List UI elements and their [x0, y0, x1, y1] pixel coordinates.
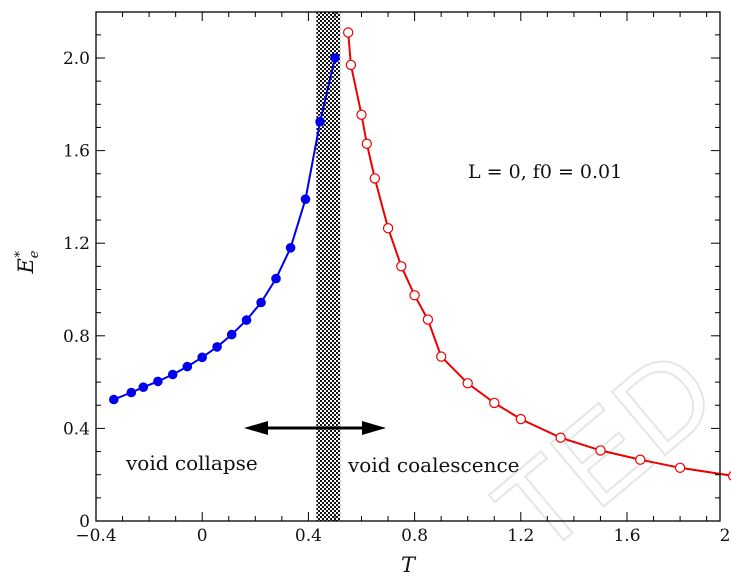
- parameter-annotation: L = 0, f0 = 0.01: [468, 161, 622, 183]
- blue-data-point: [167, 369, 178, 380]
- x-tick-label: 0.4: [295, 526, 322, 546]
- red-data-point: [422, 314, 434, 325]
- x-tick-label: 1.2: [507, 526, 534, 546]
- red-data-point: [436, 351, 447, 362]
- blue-data-point: [226, 329, 237, 340]
- svg-text:Ee*: Ee*: [13, 250, 42, 274]
- x-tick-label: 0: [197, 526, 208, 546]
- x-axis-title: T: [401, 553, 417, 577]
- blue-data-point: [197, 352, 207, 363]
- blue-data-point: [300, 194, 311, 204]
- blue-data-point: [256, 297, 266, 308]
- red-data-point: [489, 397, 500, 409]
- y-tick-label: 0.4: [63, 419, 90, 439]
- y-axis-title: Ee*: [13, 250, 42, 274]
- region-label-void-coalescence: void coalescence: [347, 453, 520, 477]
- red-data-point: [343, 27, 354, 38]
- blue-data-point: [315, 116, 325, 127]
- y-tick-label: 0: [79, 512, 90, 532]
- red-data-point: [361, 138, 372, 149]
- blue-data-point: [330, 53, 340, 63]
- red-data-point: [396, 261, 407, 272]
- x-tick-label: 1.6: [613, 526, 640, 546]
- blue-data-point: [126, 387, 137, 398]
- transition-band: [316, 12, 341, 521]
- blue-data-point: [241, 315, 252, 325]
- blue-data-point: [182, 361, 193, 372]
- red-data-point: [356, 109, 367, 120]
- red-data-point: [515, 413, 527, 425]
- red-data-point: [409, 290, 420, 301]
- arrow-left-head: [244, 421, 268, 435]
- red-data-point: [462, 378, 473, 389]
- x-tick-label: 2.0: [720, 526, 731, 546]
- y-tick-label: 2.0: [63, 49, 90, 69]
- blue-data-point: [138, 382, 149, 392]
- blue-data-point: [285, 243, 296, 253]
- blue-data-point: [109, 394, 119, 405]
- region-label-void-collapse: void collapse: [125, 451, 258, 475]
- x-tick-label: −0.4: [75, 526, 116, 546]
- red-data-point: [595, 445, 606, 456]
- red-data-point: [555, 432, 566, 443]
- red-data-point: [382, 222, 394, 234]
- blue-data-point: [153, 376, 163, 387]
- red-data-point: [345, 59, 357, 71]
- x-tick-label: 0.8: [401, 526, 428, 546]
- y-tick-label: 0.8: [63, 327, 90, 347]
- red-data-point: [674, 462, 686, 473]
- y-tick-label: 1.2: [63, 234, 90, 254]
- blue-data-point: [212, 342, 222, 352]
- y-tick-label: 1.6: [63, 142, 90, 162]
- red-data-point: [369, 173, 380, 184]
- arrow-right-head: [362, 421, 386, 435]
- blue-data-point: [271, 273, 281, 284]
- red-data-point: [728, 471, 731, 481]
- blue-series-line: [113, 57, 336, 401]
- red-data-point: [635, 454, 646, 465]
